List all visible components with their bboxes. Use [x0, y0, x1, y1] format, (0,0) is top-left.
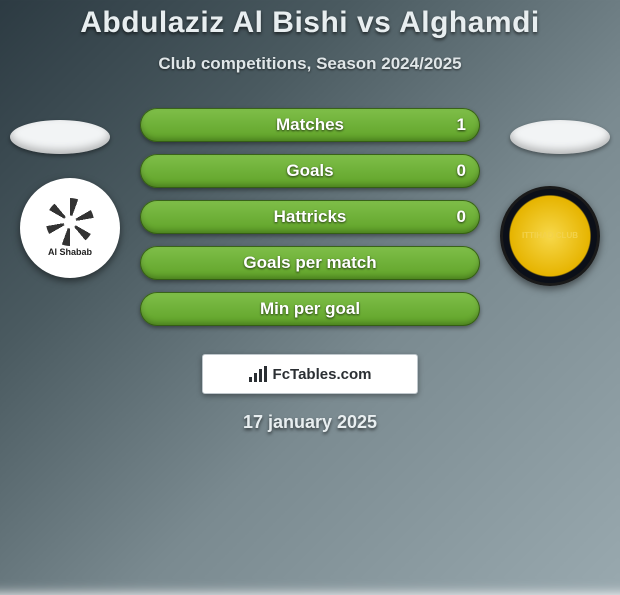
- club-badge-right: ITTIHAD CLUB: [500, 186, 600, 286]
- club-badge-left-inner: Al Shabab: [35, 193, 105, 263]
- brand-watermark[interactable]: FcTables.com: [202, 354, 418, 394]
- stat-bar: Min per goal: [140, 292, 480, 326]
- comparison-title: Abdulaziz Al Bishi vs Alghamdi: [0, 6, 620, 40]
- stat-bar: Hattricks 0: [140, 200, 480, 234]
- brand-text: FcTables.com: [273, 366, 372, 383]
- stat-label: Matches: [276, 115, 344, 135]
- comparison-body: Al Shabab ITTIHAD CLUB Matches1Goals0Hat…: [0, 108, 620, 348]
- snapshot-date: 17 january 2025: [0, 412, 620, 433]
- stat-value: 0: [457, 161, 466, 181]
- stat-bar: Matches 1: [140, 108, 480, 142]
- stat-bar-list: Matches 1 Goals 0 Hattricks 0 Goals per match M…: [140, 108, 480, 338]
- stat-label: Hattricks: [274, 207, 347, 227]
- club-name-right: ITTIHAD CLUB: [522, 232, 578, 241]
- player-photo-placeholder-right: [510, 120, 610, 154]
- club-badge-swirl-icon: [46, 198, 94, 246]
- stat-bar: Goals per match: [140, 246, 480, 280]
- stat-label: Goals per match: [243, 253, 376, 273]
- stat-label: Goals: [286, 161, 333, 181]
- infographic-root: Abdulaziz Al Bishi vs Alghamdi Club comp…: [0, 0, 620, 580]
- stat-value: 0: [457, 207, 466, 227]
- chart-bars-icon: [249, 366, 267, 382]
- stat-value: 1: [457, 115, 466, 135]
- club-badge-left: Al Shabab: [20, 178, 120, 278]
- player-photo-placeholder-left: [10, 120, 110, 154]
- club-name-left: Al Shabab: [48, 248, 92, 258]
- stat-label: Min per goal: [260, 299, 360, 319]
- stat-bar: Goals 0: [140, 154, 480, 188]
- season-subtitle: Club competitions, Season 2024/2025: [0, 54, 620, 74]
